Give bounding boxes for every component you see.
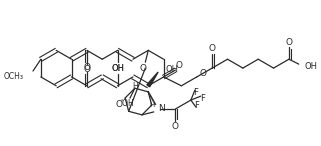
Text: F: F xyxy=(193,88,198,97)
Text: O: O xyxy=(176,61,183,70)
Text: O: O xyxy=(83,63,91,72)
Text: H: H xyxy=(132,82,138,91)
Text: O: O xyxy=(140,64,147,73)
Text: OH: OH xyxy=(111,64,124,73)
Text: O: O xyxy=(83,65,91,74)
Text: 'OH: 'OH xyxy=(120,99,134,108)
Text: OH: OH xyxy=(165,65,178,74)
Text: O: O xyxy=(209,44,216,53)
Text: OCH₃: OCH₃ xyxy=(3,72,23,81)
Text: O: O xyxy=(285,38,292,47)
Text: H: H xyxy=(149,102,154,108)
Polygon shape xyxy=(147,72,158,87)
Text: O: O xyxy=(200,68,207,78)
Text: F: F xyxy=(200,94,205,103)
Text: N: N xyxy=(158,104,164,113)
Text: F: F xyxy=(194,100,199,110)
Text: OH: OH xyxy=(111,64,124,73)
Text: OH: OH xyxy=(305,62,318,71)
Text: O: O xyxy=(116,100,123,109)
Text: O: O xyxy=(172,122,179,131)
